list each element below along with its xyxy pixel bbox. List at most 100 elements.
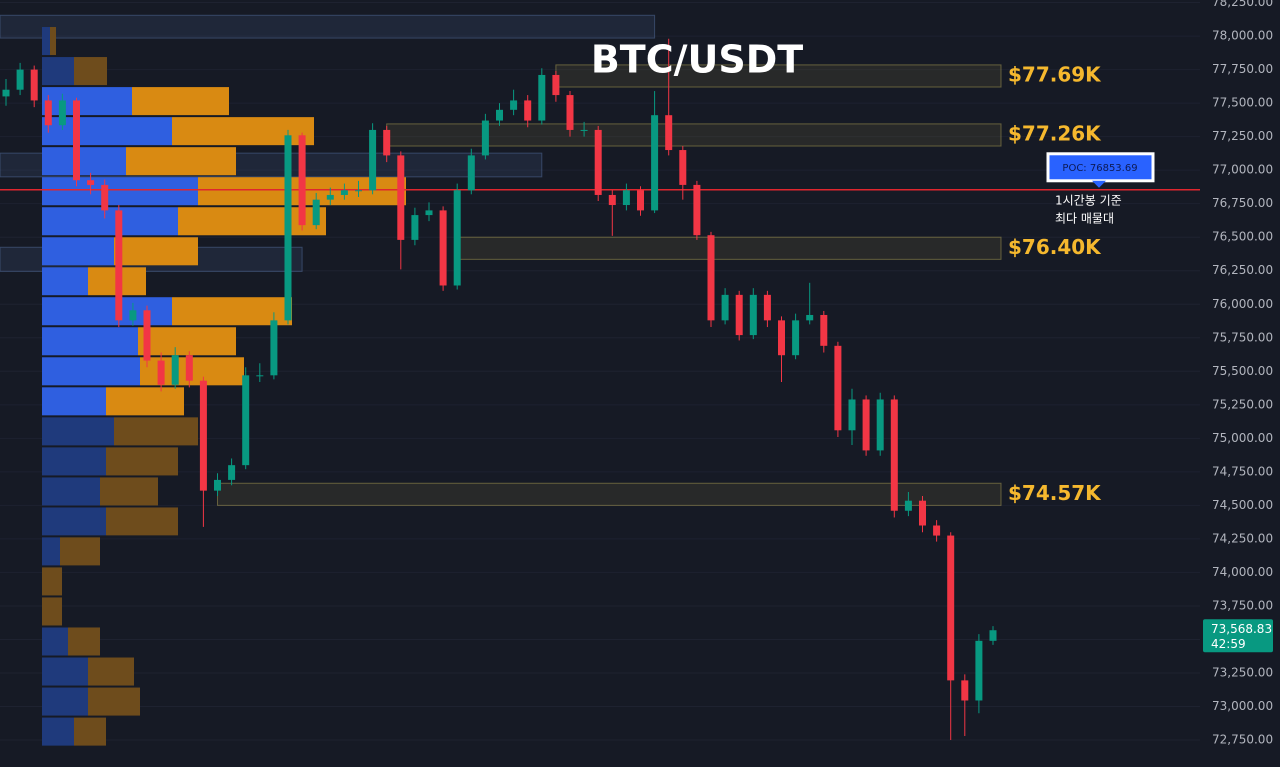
candle-body [904, 500, 912, 511]
candle-body [383, 129, 391, 156]
profile-sell [42, 567, 62, 596]
candle-body [763, 294, 771, 321]
candle-body [397, 155, 405, 240]
candle-body [199, 380, 207, 491]
candle-body [228, 465, 236, 480]
profile-sell [106, 447, 178, 476]
profile-buy [42, 657, 88, 686]
candle-body [848, 399, 856, 431]
profile-buy [42, 537, 60, 566]
profile-sell [60, 537, 100, 566]
zone-label: $77.69K [1008, 62, 1102, 86]
zone-label: $76.40K [1008, 235, 1102, 259]
poc-pointer [1092, 180, 1106, 188]
profile-sell [114, 237, 198, 266]
profile-buy [42, 447, 106, 476]
candle-body [129, 310, 137, 321]
zone [456, 236, 1002, 260]
profile-sell [138, 327, 236, 356]
profile-buy [42, 687, 88, 716]
candle-body [707, 235, 715, 321]
profile-buy [42, 87, 132, 116]
profile-sell [42, 597, 62, 626]
y-tick-label: 77,000.00 [1212, 163, 1273, 177]
candle-body [185, 355, 193, 381]
candle-body [538, 74, 546, 121]
candle-body [256, 375, 264, 377]
profile-sell [106, 507, 178, 536]
last-price-tag [1203, 619, 1273, 653]
y-tick-label: 75,750.00 [1212, 330, 1273, 344]
profile-sell [114, 417, 198, 446]
candle-body [524, 100, 532, 121]
candle-body [552, 74, 560, 96]
candle-body [749, 294, 757, 336]
candle-body [467, 155, 475, 191]
profile-sell [50, 27, 56, 56]
profile-buy [42, 357, 140, 386]
candle-body [975, 640, 983, 701]
y-tick-label: 73,250.00 [1212, 666, 1273, 680]
candle-body [933, 525, 941, 536]
candle-body [834, 345, 842, 431]
candle-body [961, 680, 969, 701]
y-tick-label: 74,750.00 [1212, 464, 1273, 478]
candle-body [876, 399, 884, 451]
candle-body [792, 320, 800, 356]
candle-body [890, 399, 898, 511]
profile-sell [100, 477, 158, 506]
last-price-label: 73,568.83 [1211, 622, 1272, 636]
candle-body [171, 355, 179, 385]
candle-body [242, 375, 250, 466]
candle-body [679, 150, 687, 185]
candle-body [270, 320, 278, 376]
candle-body [651, 115, 659, 211]
zone-label: $74.57K [1008, 481, 1102, 505]
candle-body [87, 180, 95, 185]
candle-body [16, 69, 24, 90]
y-tick-label: 72,750.00 [1212, 733, 1273, 747]
zone [386, 123, 1002, 147]
candle-body [862, 399, 870, 451]
candle-body [284, 135, 292, 321]
candle-body [721, 294, 729, 321]
y-tick-label: 73,000.00 [1212, 699, 1273, 713]
candle-body [44, 100, 52, 126]
candle-body [439, 210, 447, 286]
candle-body [411, 215, 419, 240]
candle-body [778, 320, 785, 356]
poc-note: 1시간봉 기준 [1055, 193, 1122, 207]
candle-body [369, 129, 377, 191]
candle-body [566, 95, 574, 130]
profile-sell [88, 687, 140, 716]
profile-buy [42, 207, 178, 236]
y-tick-label: 74,000.00 [1212, 565, 1273, 579]
candle-body [115, 210, 123, 321]
profile-sell [132, 87, 229, 116]
candle-body [947, 535, 955, 681]
profile-buy [42, 477, 100, 506]
profile-buy [42, 507, 106, 536]
profile-buy [42, 27, 50, 56]
y-tick-label: 75,500.00 [1212, 364, 1273, 378]
candle-body [2, 89, 10, 97]
candle-body [693, 184, 701, 236]
poc-note: 최다 매물대 [1055, 211, 1114, 225]
chart-title: BTC/USDT [591, 38, 803, 82]
candle-body [101, 184, 109, 211]
countdown: 42:59 [1211, 637, 1246, 651]
candle-body [806, 314, 814, 321]
y-tick-label: 73,750.00 [1212, 598, 1273, 612]
profile-sell [74, 717, 106, 746]
profile-buy [42, 327, 138, 356]
candle-body [989, 630, 997, 641]
y-tick-label: 75,000.00 [1212, 431, 1273, 445]
y-tick-label: 76,000.00 [1212, 297, 1273, 311]
zone [0, 14, 656, 39]
candle-body [298, 135, 306, 226]
y-tick-label: 74,500.00 [1212, 498, 1273, 512]
candle-body [157, 360, 165, 385]
zone [217, 482, 1002, 506]
profile-buy [42, 417, 114, 446]
